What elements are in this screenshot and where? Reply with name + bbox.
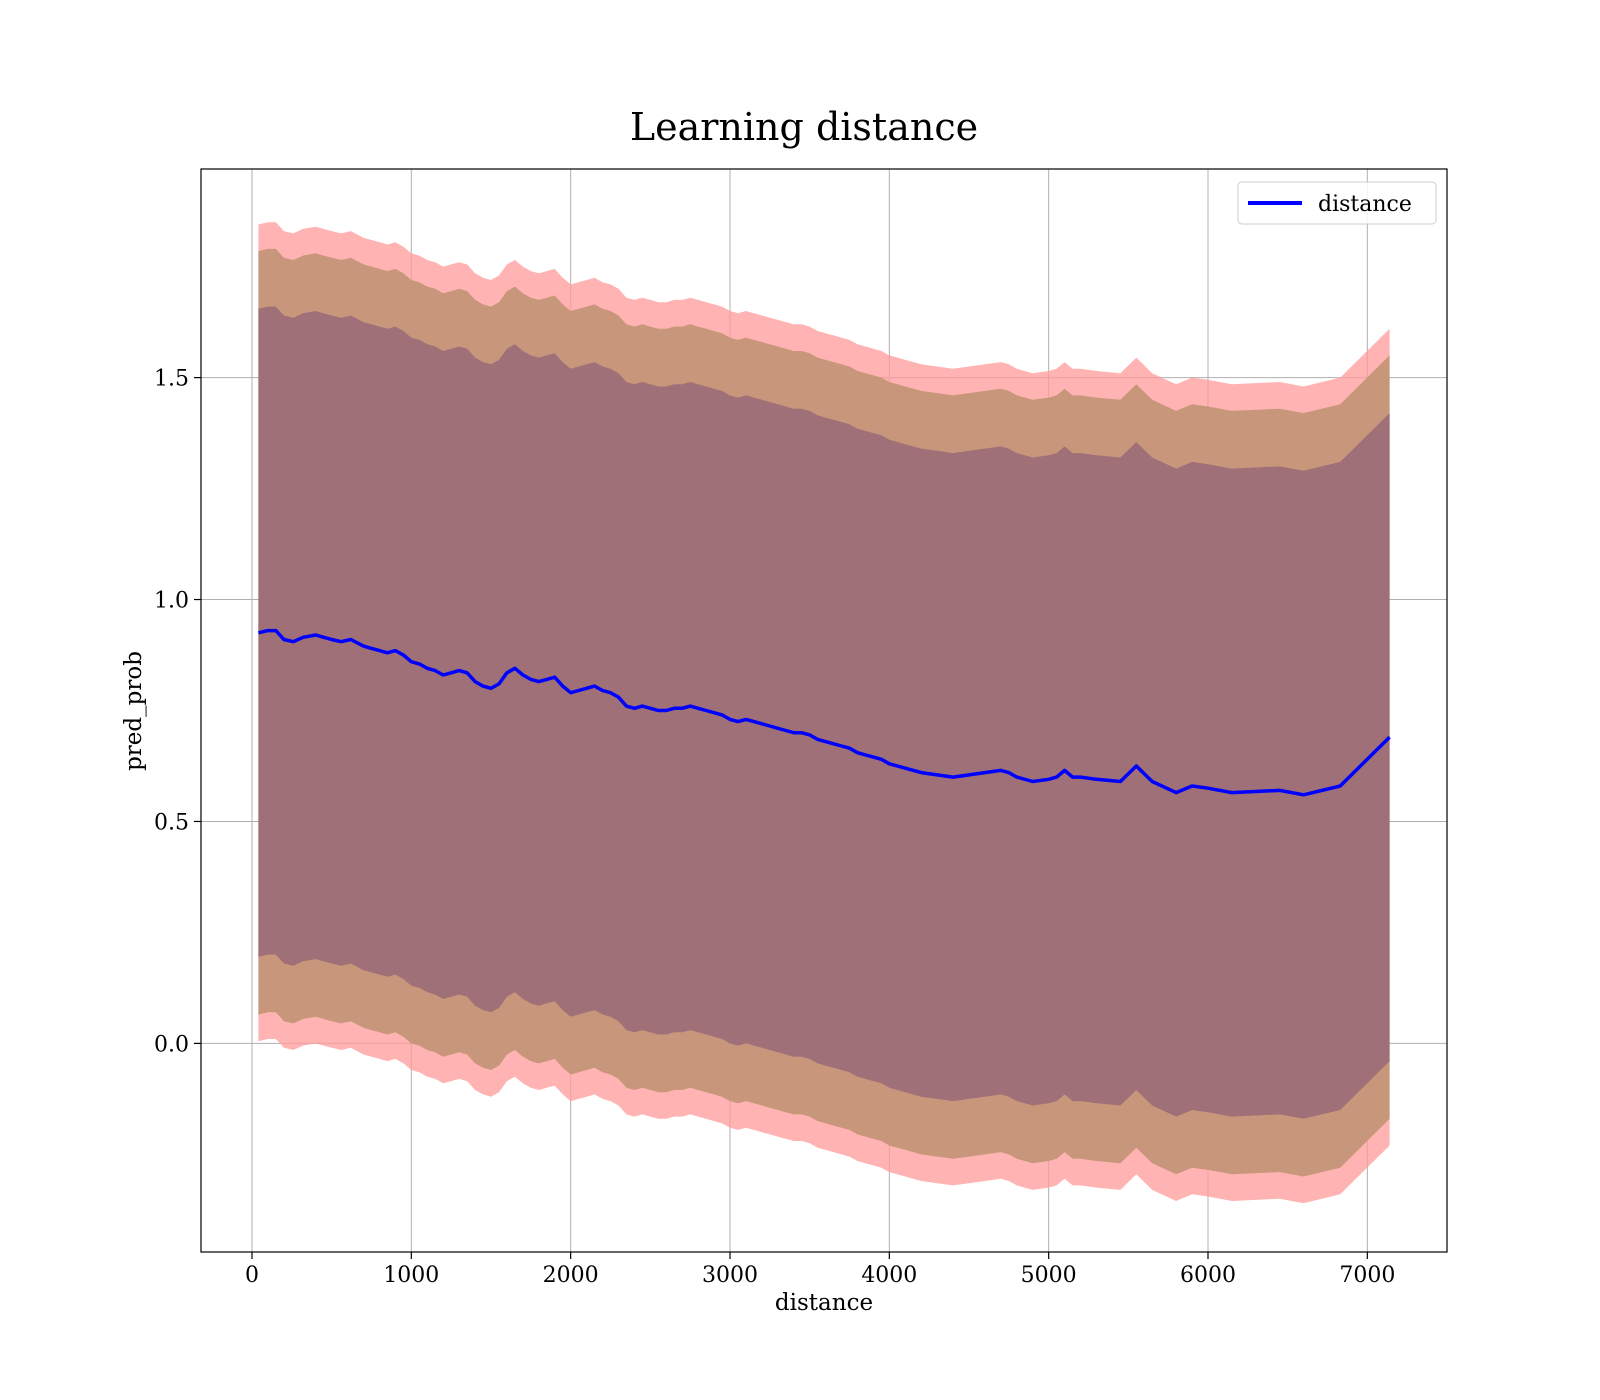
x-axis-ticks: 0 1000 2000 3000 4000 5000 6000 7000: [245, 1252, 1395, 1288]
series-lines: [258, 628, 1391, 797]
y-axis-ticks: 0.0 0.5 1.0 1.5: [154, 367, 201, 1057]
x-tick-label: 2000: [543, 1263, 599, 1288]
y-tick-label: 0.0: [154, 1032, 189, 1057]
x-tick-label: 1000: [383, 1263, 439, 1288]
y-axis-label: pred_prob: [121, 651, 147, 771]
confidence-bands: [258, 222, 1390, 1204]
series-line-distance: [258, 628, 1391, 797]
x-tick-label: 5000: [1021, 1263, 1077, 1288]
x-axis-label: distance: [775, 1290, 873, 1316]
x-tick-label: 4000: [861, 1263, 917, 1288]
x-tick-label: 3000: [702, 1263, 758, 1288]
x-tick-label: 6000: [1180, 1263, 1236, 1288]
legend-box: [1237, 181, 1437, 225]
legend-entry-distance: distance: [1318, 192, 1412, 217]
plot-frame: [200, 168, 1448, 1253]
band-inner: [258, 306, 1390, 1119]
x-tick-label: 7000: [1339, 1263, 1395, 1288]
legend: distance: [1237, 181, 1437, 225]
y-tick-label: 1.5: [154, 367, 189, 392]
y-tick-label: 0.5: [154, 810, 189, 835]
chart-title: Learning distance: [630, 105, 978, 149]
x-tick-label: 0: [245, 1263, 259, 1288]
y-tick-label: 1.0: [154, 589, 189, 614]
